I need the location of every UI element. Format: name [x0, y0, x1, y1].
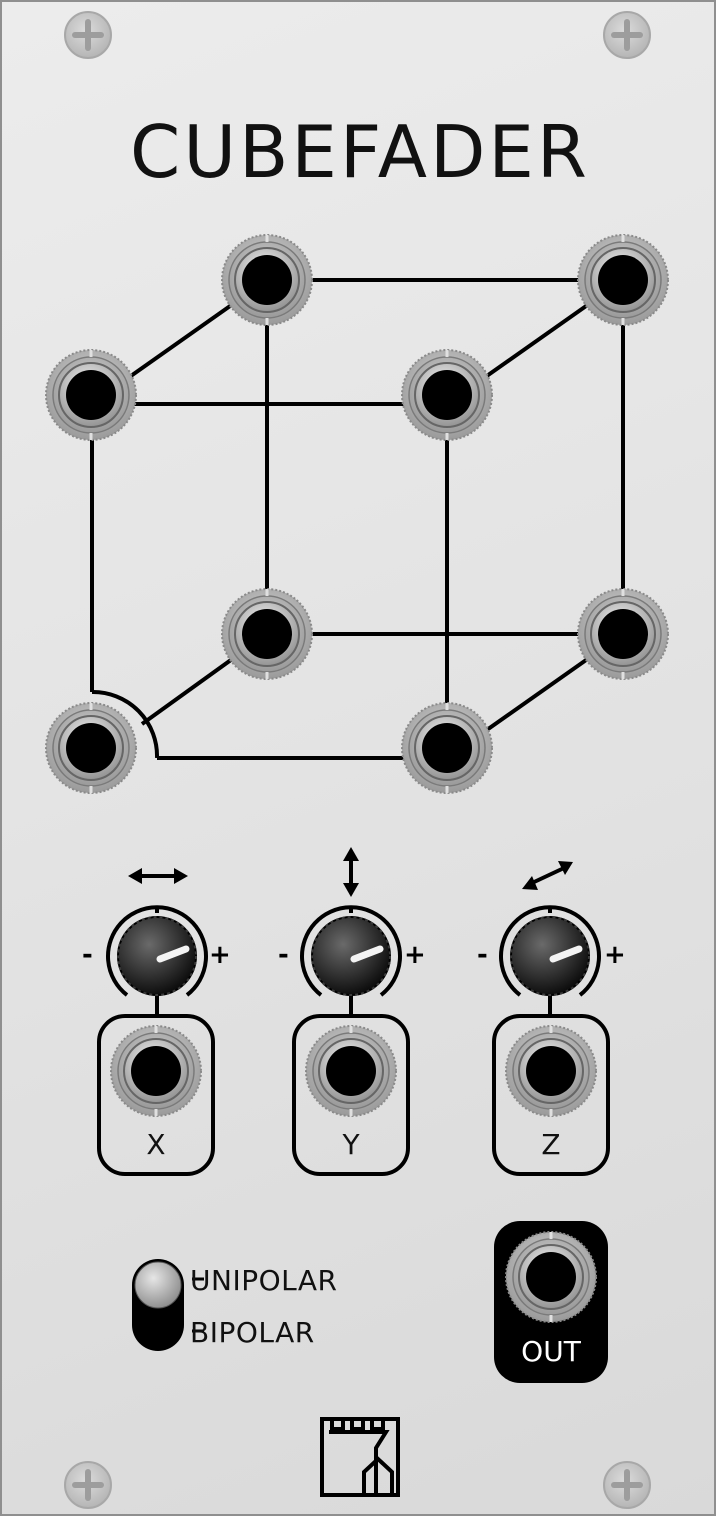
- polarity-toggle-switch[interactable]: [132, 1259, 184, 1351]
- knob-connectors: [155, 992, 552, 1018]
- jack-back-top-right[interactable]: [576, 233, 670, 327]
- screw-icon: [604, 1462, 650, 1508]
- jack-front-top-right[interactable]: [400, 348, 494, 442]
- z-minus-label: -: [477, 940, 488, 970]
- switch-ticks: [192, 1277, 204, 1333]
- y-input-label: Y: [342, 1128, 360, 1161]
- vertical-arrow-icon: [343, 847, 359, 897]
- y-plus-label: +: [404, 940, 426, 970]
- jack-back-top-left[interactable]: [220, 233, 314, 327]
- x-attenuverter-knob[interactable]: [108, 907, 206, 995]
- x-input-label: X: [146, 1128, 166, 1161]
- x-cv-input-jack[interactable]: [109, 1024, 203, 1118]
- screw-icon: [65, 1462, 111, 1508]
- jack-front-top-left[interactable]: [44, 348, 138, 442]
- screw-icon: [604, 12, 650, 58]
- z-input-frame: [492, 1014, 610, 1176]
- y-minus-label: -: [278, 940, 289, 970]
- output-label: OUT: [521, 1335, 581, 1368]
- switch-option-bipolar: BIPOLAR: [190, 1316, 315, 1349]
- output-jack[interactable]: [504, 1230, 598, 1324]
- y-input-frame: [292, 1014, 410, 1176]
- jack-front-bottom-left[interactable]: [44, 701, 138, 795]
- jack-front-bottom-right[interactable]: [400, 701, 494, 795]
- diagonal-arrow-icon: [522, 861, 573, 890]
- jack-back-bottom-left[interactable]: [220, 587, 314, 681]
- switch-option-unipolar: UNIPOLAR: [190, 1264, 338, 1297]
- castle-logo-icon: [320, 1417, 400, 1497]
- z-cv-input-jack[interactable]: [504, 1024, 598, 1118]
- z-attenuverter-knob[interactable]: [501, 907, 599, 995]
- z-input-label: Z: [541, 1128, 561, 1161]
- jack-back-bottom-right[interactable]: [576, 587, 670, 681]
- module-title: CUBEFADER: [130, 110, 590, 194]
- z-plus-label: +: [604, 940, 626, 970]
- y-attenuverter-knob[interactable]: [302, 907, 400, 995]
- y-cv-input-jack[interactable]: [304, 1024, 398, 1118]
- x-input-frame: [97, 1014, 215, 1176]
- cube-diagram: [89, 278, 625, 760]
- x-minus-label: -: [82, 940, 93, 970]
- x-plus-label: +: [209, 940, 231, 970]
- screw-icon: [65, 12, 111, 58]
- horizontal-arrow-icon: [128, 868, 188, 884]
